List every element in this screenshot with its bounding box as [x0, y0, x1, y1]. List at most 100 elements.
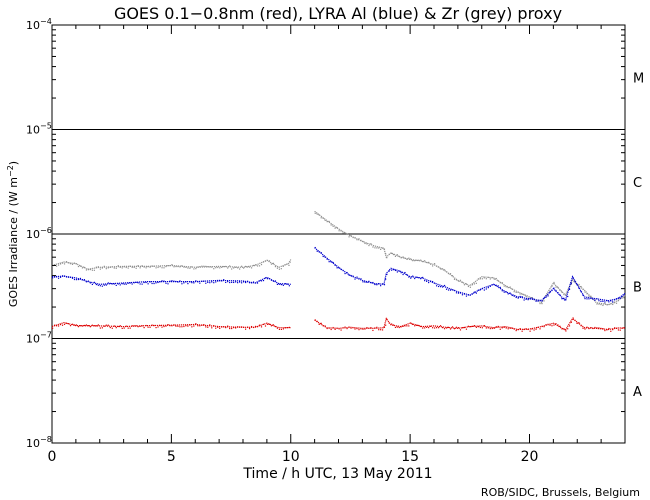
data-point	[243, 281, 245, 283]
x-tick-label: 15	[401, 449, 419, 465]
data-point	[410, 258, 412, 260]
data-point	[479, 278, 481, 280]
data-point	[137, 265, 139, 267]
data-point	[392, 253, 395, 256]
data-point	[348, 326, 350, 328]
data-point	[241, 282, 243, 284]
data-point	[391, 323, 393, 325]
data-point	[445, 327, 448, 329]
flare-class-label: M	[633, 71, 644, 86]
data-point	[576, 322, 578, 324]
series-trace	[314, 210, 626, 306]
data-point	[388, 253, 390, 255]
data-point	[344, 232, 346, 234]
data-point	[248, 282, 251, 284]
data-point	[61, 262, 64, 264]
data-point	[563, 328, 565, 330]
data-point	[195, 280, 197, 282]
data-point	[529, 297, 531, 299]
data-point	[203, 280, 205, 282]
data-point	[513, 291, 515, 293]
data-point	[282, 328, 284, 330]
data-point	[487, 276, 489, 279]
data-point	[209, 266, 211, 268]
data-point	[127, 327, 129, 329]
data-point	[187, 325, 189, 327]
data-point	[266, 323, 269, 325]
data-point	[324, 256, 326, 258]
data-point	[268, 260, 271, 262]
data-point	[123, 327, 125, 329]
data-point	[531, 328, 533, 330]
data-point	[519, 293, 521, 295]
data-point	[598, 303, 600, 305]
data-point	[598, 300, 600, 302]
data-point	[420, 325, 422, 328]
data-point	[199, 282, 201, 284]
data-point	[207, 281, 209, 284]
data-point	[93, 281, 95, 283]
series-lyra-zr-grey-proxy	[51, 210, 626, 307]
data-point	[608, 303, 610, 306]
data-point	[225, 326, 227, 329]
data-point	[414, 277, 416, 280]
data-point	[264, 277, 267, 279]
data-point	[582, 327, 584, 329]
data-point	[414, 325, 416, 327]
data-point	[572, 317, 574, 319]
data-point	[348, 236, 350, 238]
data-point	[410, 277, 412, 279]
data-point	[463, 284, 466, 286]
data-point	[383, 248, 386, 250]
data-point	[205, 326, 207, 328]
data-point	[420, 278, 422, 280]
data-point	[396, 254, 398, 256]
data-point	[125, 283, 127, 285]
data-point	[615, 327, 618, 330]
data-point	[434, 327, 436, 329]
data-point	[563, 297, 565, 299]
data-point	[205, 282, 207, 284]
data-point	[354, 328, 356, 330]
data-point	[475, 282, 477, 284]
data-point	[79, 277, 82, 280]
data-point	[507, 328, 509, 330]
data-point	[225, 281, 227, 284]
data-point	[328, 261, 330, 263]
data-point	[364, 281, 366, 283]
data-point	[596, 327, 598, 329]
data-point	[173, 266, 175, 268]
data-point	[503, 326, 505, 328]
data-point	[386, 273, 388, 276]
data-point	[471, 293, 474, 295]
data-point	[360, 328, 362, 330]
x-tick-label: 10	[282, 449, 300, 465]
data-point	[535, 328, 537, 330]
data-point	[360, 278, 362, 280]
data-point	[467, 285, 470, 288]
data-point	[567, 295, 569, 298]
data-point	[332, 261, 334, 264]
data-point	[600, 300, 602, 302]
data-point	[246, 326, 249, 328]
data-point	[189, 267, 191, 269]
data-point	[439, 268, 442, 270]
data-point	[276, 327, 279, 329]
data-point	[572, 279, 574, 281]
data-point	[73, 278, 76, 281]
data-point	[151, 282, 153, 285]
data-point	[213, 282, 215, 284]
data-point	[340, 230, 342, 232]
data-point	[376, 247, 378, 249]
credit-text: ROB/SIDC, Brussels, Belgium	[481, 486, 640, 499]
y-tick-label: 10−4	[26, 17, 52, 32]
data-point	[248, 266, 251, 268]
data-point	[378, 329, 380, 331]
data-point	[203, 265, 205, 267]
data-point	[336, 227, 338, 229]
data-point	[119, 325, 121, 327]
data-point	[113, 325, 115, 327]
data-point	[262, 323, 265, 325]
data-point	[163, 325, 165, 328]
data-point	[543, 300, 545, 302]
